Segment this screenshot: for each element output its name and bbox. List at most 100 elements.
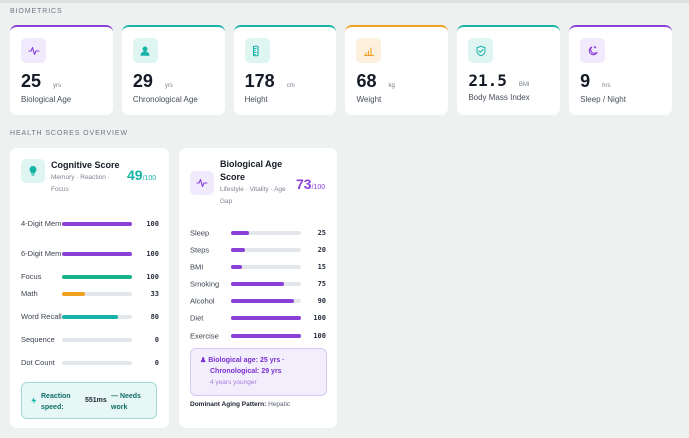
row-track	[62, 252, 132, 256]
user-icon	[140, 46, 150, 56]
card-label: Height	[244, 95, 268, 104]
card-unit: hrs	[602, 83, 611, 89]
bioage-score-panel: Biological Age Score Lifestyle · Vitalit…	[179, 148, 337, 428]
cognitive-row: Focus 100	[21, 268, 159, 286]
row-track	[231, 231, 301, 235]
icon-box	[468, 38, 494, 63]
biometric-cards: 25 yrs Biological Age 29 yrs Chronological…	[10, 25, 672, 115]
row-fill	[231, 316, 301, 320]
card-bmi[interactable]: 21.5 BMI Body Mass Index	[457, 25, 561, 115]
row-value: 25	[317, 229, 326, 237]
row-value: 100	[313, 314, 326, 322]
row-label: Word Recall	[21, 312, 62, 321]
icon-box	[190, 171, 214, 195]
aging-pattern: Dominant Aging Pattern: Hepatic	[190, 401, 290, 408]
row-track	[231, 265, 301, 269]
bioage-score: 73/100	[296, 176, 325, 192]
row-track	[231, 282, 301, 286]
card-biological-age[interactable]: 25 yrs Biological Age	[10, 25, 113, 115]
row-label: Math	[21, 289, 38, 298]
row-fill	[62, 315, 118, 319]
cognitive-header: Cognitive Score Memory · Reaction · Focu…	[21, 159, 161, 196]
card-value: 29	[132, 71, 153, 91]
reaction-note: — Needs work	[111, 393, 141, 411]
row-track	[231, 334, 301, 338]
row-track	[231, 316, 301, 320]
row-label: Diet	[190, 313, 204, 323]
row-value: 15	[317, 263, 326, 271]
lightbulb-icon	[29, 166, 37, 176]
row-value: 33	[150, 290, 159, 298]
reaction-speed-box: Reaction speed: 551ms — Needs work	[21, 382, 157, 419]
row-track	[62, 222, 132, 226]
row-fill	[62, 222, 132, 226]
cognitive-row: 4-Digit Mem 100	[21, 215, 159, 233]
bioage-header: Biological Age Score Lifestyle · Vitalit…	[190, 158, 330, 208]
row-value: 100	[146, 220, 159, 228]
cognitive-score-value: 49	[127, 167, 143, 183]
card-label: Sleep / Night	[580, 95, 626, 104]
cognitive-score-suffix: /100	[142, 175, 157, 182]
card-value: 68	[356, 71, 377, 91]
card-label: Body Mass Index	[468, 93, 530, 102]
card-value: 21.5	[468, 71, 507, 90]
card-chronological-age[interactable]: 29 yrs Chronological Age	[121, 25, 225, 115]
row-track	[62, 338, 132, 342]
row-label: Exercise	[190, 331, 219, 341]
lightning-icon	[31, 397, 37, 404]
icon-box	[580, 38, 606, 63]
icon-box	[21, 159, 45, 183]
card-height[interactable]: 178 cm Height	[233, 25, 337, 115]
row-fill	[231, 231, 249, 235]
aging-pattern-label: Dominant Aging Pattern:	[190, 401, 267, 408]
card-unit: yrs	[164, 83, 173, 89]
row-label: 4-Digit Mem	[21, 219, 62, 228]
row-fill	[62, 275, 132, 279]
row-label: Alcohol	[190, 296, 215, 306]
row-label: Dot Count	[21, 358, 55, 367]
card-weight[interactable]: 68 kg Weight	[345, 25, 449, 115]
bioage-summary-line2: Chronological: 29 yrs	[210, 368, 282, 375]
person-icon: ♟	[200, 357, 207, 364]
cognitive-score-panel: Cognitive Score Memory · Reaction · Focu…	[10, 148, 169, 428]
heart-shield-icon	[476, 45, 486, 56]
card-sleep[interactable]: 9 hrs Sleep / Night	[569, 25, 672, 115]
icon-box	[132, 38, 158, 63]
row-value: 75	[317, 280, 326, 288]
row-fill	[231, 248, 245, 252]
card-unit: kg	[388, 83, 395, 89]
bioage-row: Steps 20	[190, 243, 326, 257]
bioage-summary-line1: ♟ Biological age: 25 yrs ·	[200, 355, 326, 366]
icon-box	[244, 38, 270, 63]
cognitive-score: 49/100	[127, 167, 156, 183]
row-track	[231, 248, 301, 252]
row-fill	[62, 292, 86, 296]
icon-box	[21, 38, 46, 63]
card-value: 178	[244, 71, 275, 91]
row-label: Sequence	[21, 335, 55, 344]
top-divider	[0, 0, 689, 3]
ruler-icon	[253, 45, 259, 56]
cognitive-row: Word Recall 80	[21, 308, 159, 326]
row-label: Focus	[21, 272, 42, 281]
row-track	[231, 299, 301, 303]
row-label: Smoking	[190, 279, 220, 289]
aging-pattern-value: Hepatic	[268, 401, 291, 408]
card-label: Weight	[356, 95, 382, 104]
row-fill	[231, 282, 284, 286]
card-value: 9	[580, 71, 591, 91]
card-unit: BMI	[518, 82, 530, 88]
bioage-row: Diet 100	[190, 311, 326, 325]
row-value: 100	[146, 250, 159, 258]
section-title-biometrics: BIOMETRICS	[10, 8, 63, 15]
pulse-icon	[27, 46, 40, 55]
row-track	[62, 361, 132, 365]
icon-box	[356, 38, 382, 63]
bioage-row: BMI 15	[190, 260, 326, 274]
bioage-row: Sleep 25	[190, 226, 326, 240]
row-track	[62, 315, 132, 319]
row-label: Steps	[190, 245, 210, 255]
row-fill	[231, 334, 301, 338]
row-fill	[231, 299, 294, 303]
bar-chart-icon	[363, 46, 375, 56]
